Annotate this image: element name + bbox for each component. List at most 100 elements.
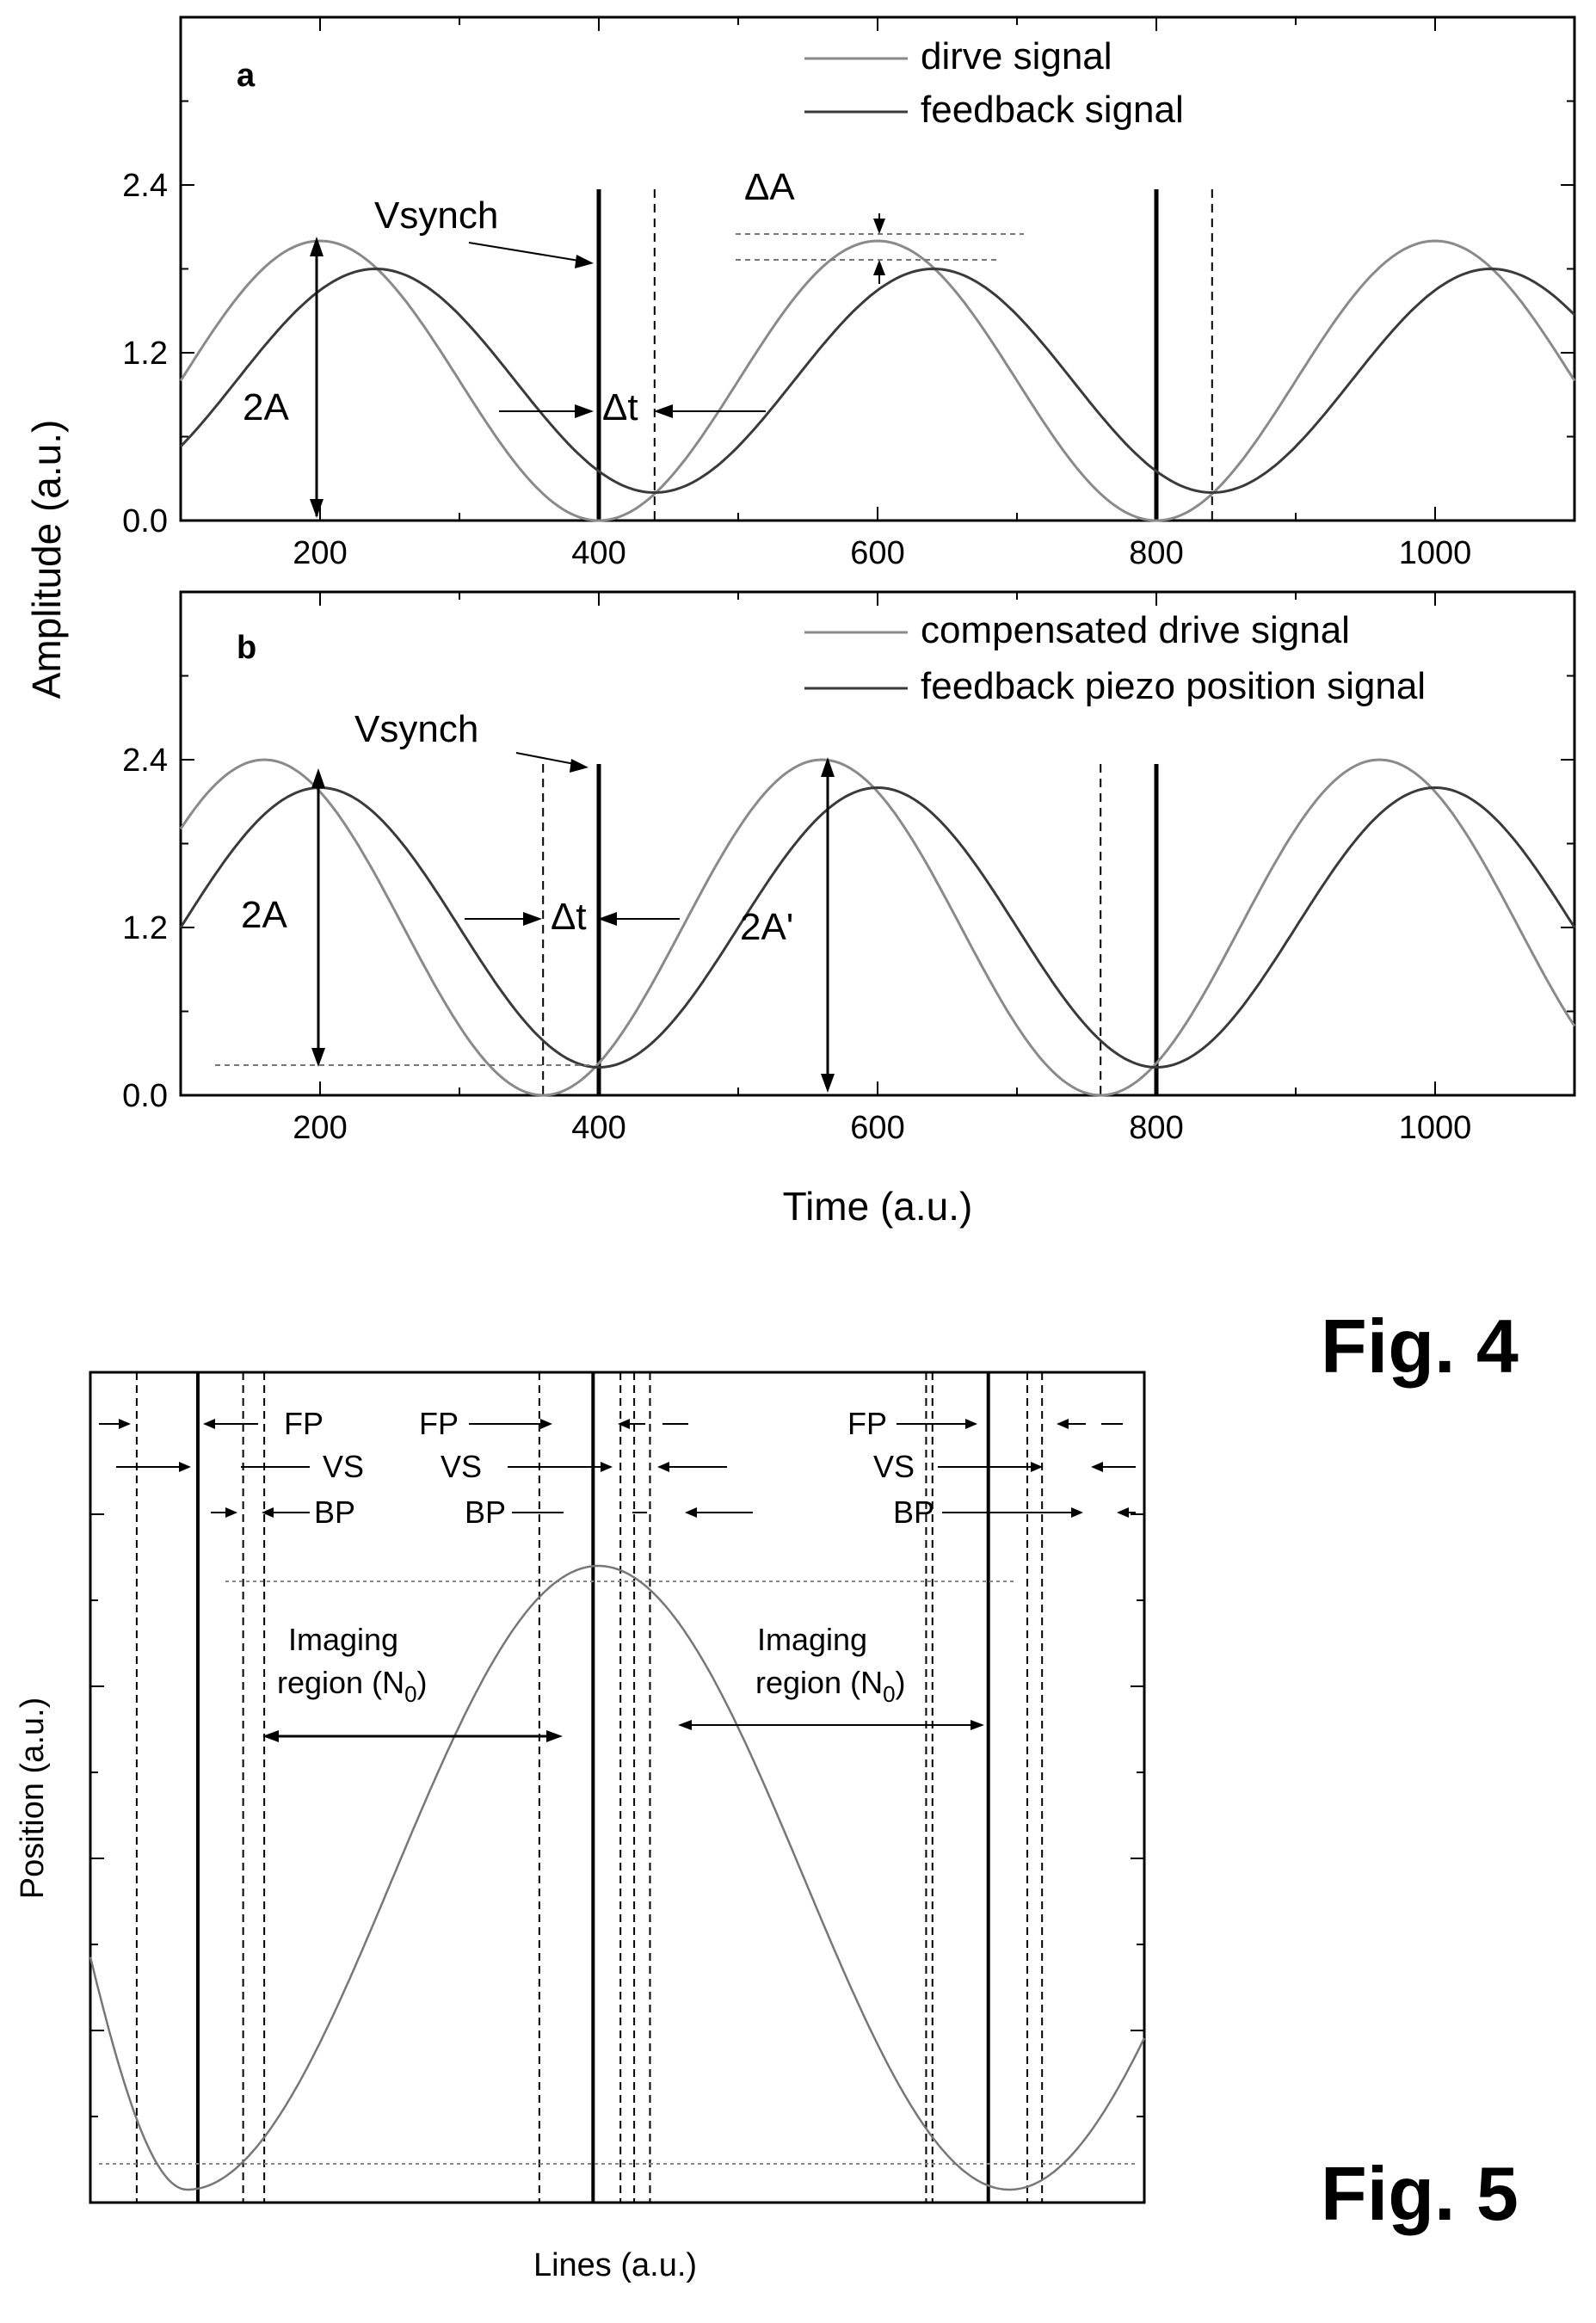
y-tick-label: 0.0 — [122, 503, 168, 539]
panel-b-feedback-position-line — [179, 786, 1576, 1069]
two-a-arrowhead-top-b — [311, 768, 325, 788]
vs-arrowhead-far — [1091, 1462, 1103, 1472]
panel-a-markers — [596, 189, 1213, 521]
imaging-label-left-2: region (N0) — [277, 1665, 428, 1707]
x-tick-label: 600 — [850, 1110, 904, 1146]
vs-label-right: VS — [873, 1449, 915, 1484]
panel-b-label: b — [237, 630, 256, 666]
two-a-label-a: 2A — [243, 386, 289, 428]
two-a-prime-arrowhead-bottom-b — [821, 1074, 835, 1093]
y-tick-label: 2.4 — [122, 168, 168, 204]
panel-a-label: a — [237, 58, 256, 94]
delta-t-label-a: Δt — [602, 386, 638, 428]
imaging-arrowhead-left-r — [546, 1730, 563, 1742]
imaging-left-sub: 0 — [404, 1681, 416, 1707]
y-tick-label: 1.2 — [122, 910, 168, 946]
bp-arrowhead-far — [1117, 1507, 1129, 1518]
delta-a-label-a: ΔA — [744, 166, 795, 208]
x-tick-label: 800 — [1129, 535, 1183, 571]
two-a-prime-arrowhead-top-b — [821, 757, 835, 777]
imaging-right-text: region (N — [755, 1665, 883, 1700]
fig5-right-annotations: FP VS BP Imaging region (N0) — [618, 1406, 1136, 1730]
fp-arrowhead-r1 — [618, 1419, 630, 1429]
bp-label-mid: BP — [465, 1494, 506, 1530]
vs-label-left: VS — [323, 1449, 364, 1484]
bp-arrowhead-left-1 — [225, 1507, 237, 1518]
fp-arrowhead-right — [965, 1419, 977, 1429]
panel-b-x-tick-labels: 200 400 600 800 1000 — [293, 1110, 1471, 1146]
panel-b-y-tick-labels: 0.0 1.2 2.4 — [122, 742, 168, 1114]
vsynch-arrow-a — [468, 242, 590, 263]
imaging-left-close: ) — [417, 1665, 428, 1700]
imaging-right-sub: 0 — [883, 1681, 895, 1707]
bp-arrowhead-r2 — [685, 1507, 697, 1518]
fig4-y-axis-label: Amplitude (a.u.) — [24, 420, 69, 699]
panel-a-feedback-signal-line — [179, 267, 1576, 495]
panel-b-compensated-drive-line — [179, 758, 1576, 1097]
panel-a-y-tick-labels: 0.0 1.2 2.4 — [122, 168, 168, 539]
panel-a-drive-signal-line — [179, 239, 1576, 522]
bp-arrowhead-left-2 — [262, 1507, 274, 1518]
fig4-panel-b: 200 400 600 800 1000 0.0 1.2 2.4 b compensated… — [122, 590, 1576, 1146]
vs-arrowhead-left — [179, 1462, 191, 1472]
vs-label-mid: VS — [441, 1449, 482, 1484]
vs-arrowhead-mid — [601, 1462, 613, 1472]
panel-b-markers — [542, 764, 1159, 1095]
legend-a-entry-0: dirve signal — [921, 35, 1112, 77]
vsynch-label-b: Vsynch — [354, 708, 478, 750]
delta-a-arrowhead-bottom — [873, 260, 885, 275]
two-a-arrowhead-top-a — [310, 237, 324, 256]
fig5-y-axis-label: Position (a.u.) — [15, 1698, 51, 1899]
fp-arrowhead-left-2 — [203, 1419, 215, 1429]
delta-t-arrowhead-left-b — [523, 912, 542, 926]
two-a-arrowhead-bottom-a — [310, 499, 324, 518]
imaging-label-left-1: Imaging — [288, 1622, 398, 1657]
vsynch-arrowhead-b — [570, 759, 588, 773]
legend-b-entry-1: feedback piezo position signal — [921, 665, 1426, 707]
bp-arrowhead-right — [1071, 1507, 1083, 1518]
x-tick-label: 800 — [1129, 1110, 1183, 1146]
delta-t-arrowhead-right-a — [654, 404, 673, 418]
delta-a-arrowhead-top — [873, 219, 885, 234]
two-a-label-b: 2A — [241, 894, 287, 936]
legend-b-entry-0: compensated drive signal — [921, 609, 1350, 651]
vs-arrowhead-r1 — [657, 1462, 669, 1472]
panel-a-x-tick-labels: 200 400 600 800 1000 — [293, 535, 1471, 571]
fig5-chart: FP VS BP FP VS BP Imaging region (N0) — [15, 1371, 1146, 2283]
bp-label-right: BP — [893, 1494, 934, 1530]
x-tick-label: 200 — [293, 535, 347, 571]
fig5-ticks — [90, 1513, 1144, 2203]
fp-label-mid: FP — [419, 1406, 459, 1441]
vs-arrowhead-right — [1031, 1462, 1043, 1472]
two-a-prime-label-b: 2A' — [740, 906, 793, 948]
bp-label-left: BP — [314, 1494, 355, 1530]
fp-label-right: FP — [847, 1406, 887, 1441]
fp-label-left: FP — [284, 1406, 324, 1441]
panel-b-ticks — [180, 591, 1575, 1096]
fig5-frame — [89, 1371, 1146, 2204]
fig4-label: Fig. 4 — [1321, 1303, 1519, 1389]
y-tick-label: 1.2 — [122, 336, 168, 372]
vsynch-arrowhead-a — [575, 255, 594, 268]
fig5-x-axis-label: Lines (a.u.) — [533, 2247, 697, 2283]
fig5-label: Fig. 5 — [1321, 2151, 1519, 2236]
imaging-arrowhead-left-l — [262, 1730, 279, 1742]
fp-arrowhead-left-1 — [119, 1419, 131, 1429]
two-a-arrowhead-bottom-b — [311, 1048, 325, 1067]
fig5-position-line — [89, 1564, 1146, 2191]
delta-t-arrowhead-right-b — [598, 912, 617, 926]
x-tick-label: 200 — [293, 1110, 347, 1146]
fig5-markers — [135, 1372, 1044, 2203]
fig5-left-annotations: FP VS BP FP VS BP Imaging region (N0) — [99, 1406, 613, 1742]
x-tick-label: 1000 — [1399, 1110, 1472, 1146]
vsynch-label-a: Vsynch — [374, 194, 498, 237]
imaging-left-text: region (N — [277, 1665, 404, 1700]
fp-arrowhead-far-1 — [1057, 1419, 1069, 1429]
imaging-right-close: ) — [896, 1665, 906, 1700]
delta-t-label-b: Δt — [551, 896, 587, 938]
fig4-x-axis-label: Time (a.u.) — [783, 1184, 973, 1229]
y-tick-label: 2.4 — [122, 742, 168, 779]
x-tick-label: 400 — [571, 535, 625, 571]
x-tick-label: 1000 — [1399, 535, 1472, 571]
